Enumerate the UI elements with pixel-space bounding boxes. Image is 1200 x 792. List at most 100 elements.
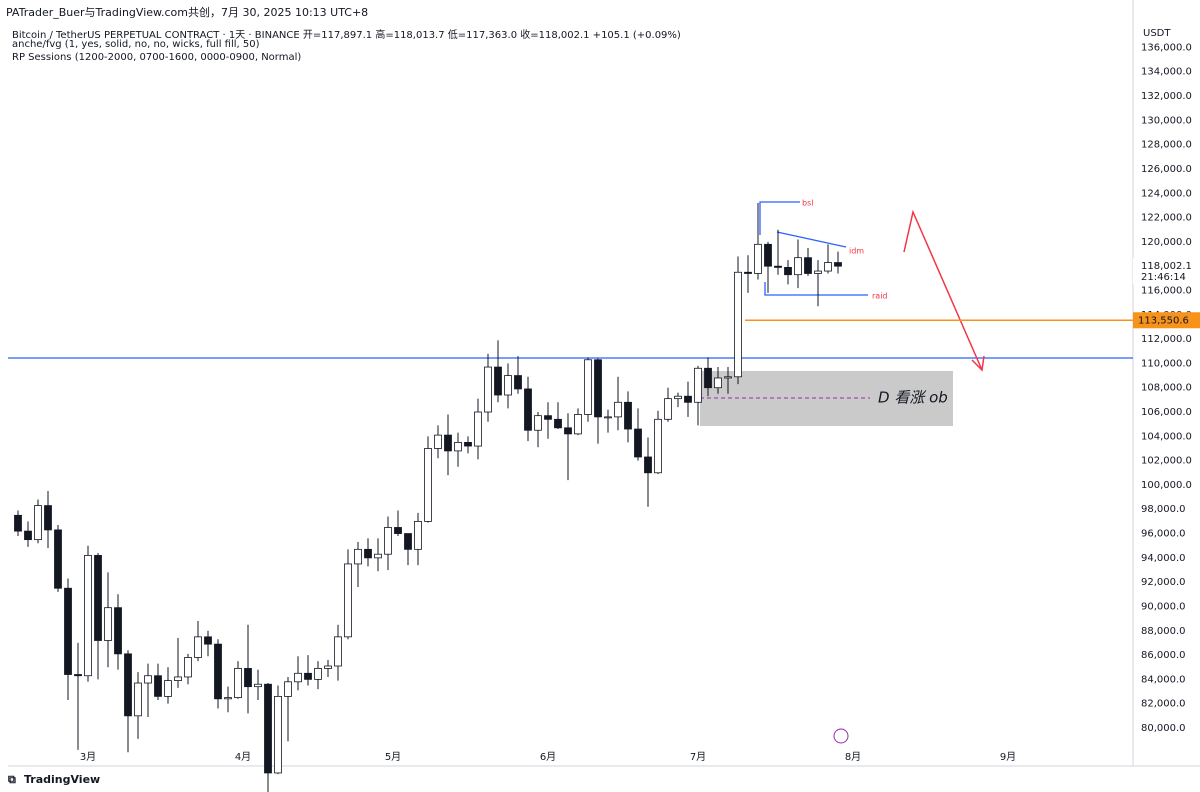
- y-tick-label: 104,000.0: [1141, 431, 1192, 442]
- candle-body: [534, 415, 542, 431]
- candle-body: [434, 434, 442, 449]
- candle-body: [114, 607, 122, 655]
- candle-body: [94, 555, 102, 641]
- candle-body: [244, 668, 252, 688]
- y-tick-label: 102,000.0: [1141, 456, 1192, 467]
- candle-body: [314, 668, 322, 680]
- candle-body: [154, 675, 162, 697]
- y-tick-label: 116,000.0: [1141, 285, 1192, 296]
- y-tick-label: 90,000.0: [1141, 601, 1186, 612]
- candle-body: [214, 643, 222, 700]
- candle-body: [734, 271, 742, 378]
- x-tick-label: 7月: [690, 751, 706, 763]
- candle-body: [84, 555, 92, 677]
- candle-body: [754, 243, 762, 274]
- candle-body: [604, 416, 612, 419]
- candle-body: [544, 415, 552, 420]
- candle-body: [474, 411, 482, 447]
- y-tick-label: 128,000.0: [1141, 140, 1192, 151]
- candle-body: [664, 398, 672, 420]
- currency: USDT: [1143, 28, 1171, 39]
- candle-body: [554, 418, 562, 429]
- y-tick-label: 100,000.0: [1141, 480, 1192, 491]
- candle-body: [824, 262, 832, 272]
- y-tick-label: 106,000.0: [1141, 407, 1192, 418]
- x-tick-label: 3月: [80, 751, 96, 763]
- bsl-line: [759, 201, 800, 235]
- candle-body: [194, 636, 202, 658]
- candle-body: [744, 271, 752, 274]
- raid-line: [764, 282, 868, 296]
- candle-body: [424, 448, 432, 522]
- candle-body: [804, 257, 812, 274]
- last-price-label: 118,002.1: [1141, 261, 1192, 272]
- candle-body: [274, 695, 282, 774]
- y-tick-label: 130,000.0: [1141, 115, 1192, 126]
- arrow-head: [971, 355, 985, 372]
- candle-body: [674, 395, 682, 400]
- candle-body: [224, 697, 232, 700]
- indicator: anche/fvg (1, yes, solid, no, no, wicks,…: [12, 39, 260, 50]
- candle-body: [704, 367, 712, 389]
- candle-body: [124, 653, 132, 717]
- candle-body: [254, 683, 262, 688]
- x-tick-label: 4月: [235, 751, 251, 763]
- candle-body: [524, 388, 532, 431]
- candle-body: [324, 665, 332, 669]
- candle-body: [144, 675, 152, 684]
- candle-body: [234, 668, 242, 699]
- y-tick-label: 98,000.0: [1141, 504, 1186, 515]
- ob-label: D 看涨 ob: [878, 389, 948, 407]
- y-tick-label: 134,000.0: [1141, 67, 1192, 78]
- price-line-badge: [1133, 312, 1200, 329]
- candle-body: [444, 434, 452, 452]
- candle-body: [494, 366, 502, 396]
- candle-body: [814, 270, 822, 274]
- x-tick-label: 6月: [540, 751, 556, 763]
- y-tick-label: 80,000.0: [1141, 723, 1186, 734]
- candle-body: [514, 375, 522, 390]
- candle-body: [174, 676, 182, 681]
- candle-body: [454, 442, 462, 452]
- candle-body: [584, 359, 592, 415]
- candle-body: [834, 262, 842, 267]
- x-tick-label: 5月: [385, 751, 401, 763]
- y-tick-label: 124,000.0: [1141, 188, 1192, 199]
- countdown: 21:46:14: [1141, 272, 1186, 283]
- candle-body: [24, 530, 32, 541]
- y-tick-label: 92,000.0: [1141, 577, 1186, 588]
- candle-body: [364, 548, 372, 559]
- y-tick-label: 82,000.0: [1141, 699, 1186, 710]
- y-tick-label: 108,000.0: [1141, 383, 1192, 394]
- candle-body: [404, 533, 412, 550]
- candle-body: [394, 527, 402, 534]
- idm-label: idm: [849, 247, 864, 256]
- candle-body: [44, 505, 52, 531]
- candle-body: [334, 636, 342, 667]
- x-tick-label: 9月: [1000, 751, 1016, 763]
- y-tick-label: 84,000.0: [1141, 674, 1186, 685]
- candle-body: [684, 395, 692, 403]
- indicator: RP Sessions (1200-2000, 0700-1600, 0000-…: [12, 52, 302, 63]
- idm-line: [776, 231, 847, 248]
- candle-body: [264, 683, 272, 774]
- candle-body: [164, 680, 172, 697]
- y-tick-label: 122,000.0: [1141, 213, 1192, 224]
- candle-body: [504, 375, 512, 396]
- candle-body: [574, 414, 582, 435]
- candle-body: [54, 529, 62, 589]
- candle-body: [794, 257, 802, 276]
- y-tick-label: 86,000.0: [1141, 650, 1186, 661]
- candle-body: [384, 527, 392, 555]
- candle-body: [594, 359, 602, 418]
- y-tick-label: 88,000.0: [1141, 626, 1186, 637]
- candle-body: [284, 681, 292, 697]
- candle-body: [654, 418, 662, 474]
- y-tick-label: 126,000.0: [1141, 164, 1192, 175]
- candle-body: [104, 607, 112, 641]
- arrow: [903, 209, 983, 371]
- candle-body: [764, 243, 772, 267]
- candle-body: [614, 401, 622, 418]
- price-line-label: 113,550.6: [1138, 315, 1189, 326]
- candle-body: [184, 657, 192, 678]
